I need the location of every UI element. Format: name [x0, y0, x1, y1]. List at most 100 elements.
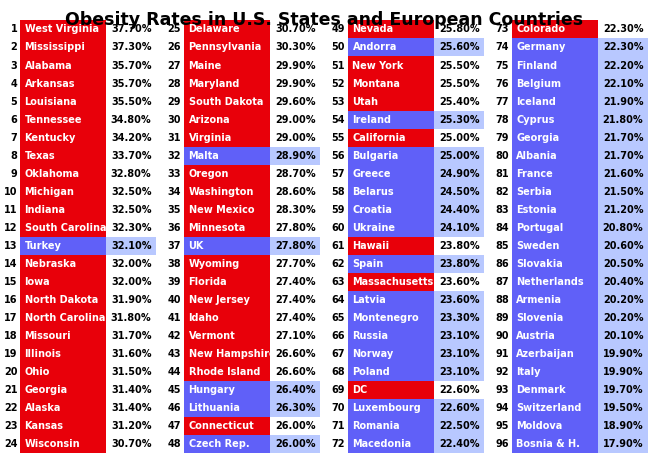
Bar: [434, 273, 484, 291]
Text: Arizona: Arizona: [189, 115, 230, 125]
Bar: [434, 39, 484, 56]
Text: 7: 7: [10, 132, 17, 142]
Bar: [598, 218, 648, 237]
Text: South Dakota: South Dakota: [189, 96, 263, 106]
Text: 61: 61: [332, 241, 345, 251]
Bar: [328, 399, 348, 417]
Text: Oklahoma: Oklahoma: [25, 168, 80, 178]
Text: 38: 38: [168, 258, 181, 268]
Text: Czech Rep.: Czech Rep.: [189, 439, 249, 449]
Bar: [20, 218, 106, 237]
Bar: [184, 381, 270, 399]
Text: 23.60%: 23.60%: [439, 277, 480, 287]
Text: 23.80%: 23.80%: [439, 258, 480, 268]
Bar: [598, 111, 648, 128]
Bar: [492, 182, 512, 201]
Text: 16: 16: [4, 295, 17, 305]
Bar: [348, 399, 434, 417]
Bar: [348, 129, 434, 147]
Text: Indiana: Indiana: [25, 205, 65, 215]
Text: 22.30%: 22.30%: [603, 42, 643, 52]
Bar: [348, 182, 434, 201]
Text: 59: 59: [332, 205, 345, 215]
Text: 32.50%: 32.50%: [111, 205, 152, 215]
Text: 25.50%: 25.50%: [439, 79, 480, 89]
Text: 89: 89: [496, 313, 509, 323]
Bar: [184, 182, 270, 201]
Text: 66: 66: [332, 331, 345, 341]
Text: 49: 49: [332, 25, 345, 35]
Bar: [434, 129, 484, 147]
Bar: [184, 435, 270, 453]
Text: 27.10%: 27.10%: [275, 331, 316, 341]
Bar: [348, 417, 434, 435]
Text: 31.80%: 31.80%: [111, 313, 152, 323]
Text: 46: 46: [168, 403, 181, 413]
Text: 29.60%: 29.60%: [275, 96, 316, 106]
Bar: [164, 291, 184, 308]
Text: 21.60%: 21.60%: [603, 168, 643, 178]
Text: 20.50%: 20.50%: [603, 258, 643, 268]
Bar: [434, 92, 484, 111]
Text: 19.90%: 19.90%: [603, 367, 643, 377]
Bar: [492, 273, 512, 291]
Text: Florida: Florida: [189, 277, 227, 287]
Bar: [492, 308, 512, 327]
Bar: [164, 218, 184, 237]
Text: Delaware: Delaware: [189, 25, 240, 35]
Text: 33: 33: [168, 168, 181, 178]
Bar: [0, 363, 20, 381]
Bar: [20, 39, 106, 56]
Bar: [348, 237, 434, 255]
Bar: [20, 273, 106, 291]
Text: 22: 22: [4, 403, 17, 413]
Text: Slovenia: Slovenia: [516, 313, 564, 323]
Bar: [0, 218, 20, 237]
Bar: [20, 92, 106, 111]
Bar: [164, 308, 184, 327]
Bar: [20, 111, 106, 128]
Text: 27.40%: 27.40%: [275, 277, 316, 287]
Text: 26.00%: 26.00%: [275, 439, 316, 449]
Text: 20.80%: 20.80%: [603, 222, 643, 233]
Bar: [106, 435, 156, 453]
Text: Estonia: Estonia: [516, 205, 557, 215]
Text: 34.80%: 34.80%: [111, 115, 152, 125]
Text: 70: 70: [332, 403, 345, 413]
Bar: [20, 56, 106, 75]
Bar: [184, 237, 270, 255]
Text: 40: 40: [168, 295, 181, 305]
Bar: [598, 75, 648, 92]
Text: 56: 56: [332, 151, 345, 161]
Bar: [270, 111, 320, 128]
Text: 24.10%: 24.10%: [439, 222, 480, 233]
Text: 22.60%: 22.60%: [439, 384, 480, 394]
Bar: [0, 201, 20, 218]
Text: 74: 74: [496, 42, 509, 52]
Bar: [598, 147, 648, 165]
Bar: [20, 255, 106, 273]
Text: New Mexico: New Mexico: [189, 205, 254, 215]
Bar: [492, 129, 512, 147]
Bar: [328, 182, 348, 201]
Text: 27.40%: 27.40%: [275, 313, 316, 323]
Text: New York: New York: [353, 61, 404, 71]
Text: Luxembourg: Luxembourg: [353, 403, 421, 413]
Bar: [270, 182, 320, 201]
Bar: [270, 165, 320, 182]
Text: Cyprus: Cyprus: [516, 115, 555, 125]
Text: 2: 2: [10, 42, 17, 52]
Bar: [512, 345, 598, 363]
Text: 14: 14: [4, 258, 17, 268]
Bar: [512, 129, 598, 147]
Bar: [328, 435, 348, 453]
Text: 30.30%: 30.30%: [275, 42, 316, 52]
Bar: [434, 308, 484, 327]
Bar: [512, 218, 598, 237]
Bar: [106, 56, 156, 75]
Bar: [20, 399, 106, 417]
Text: Macedonia: Macedonia: [353, 439, 411, 449]
Text: 21: 21: [4, 384, 17, 394]
Bar: [328, 308, 348, 327]
Text: 15: 15: [4, 277, 17, 287]
